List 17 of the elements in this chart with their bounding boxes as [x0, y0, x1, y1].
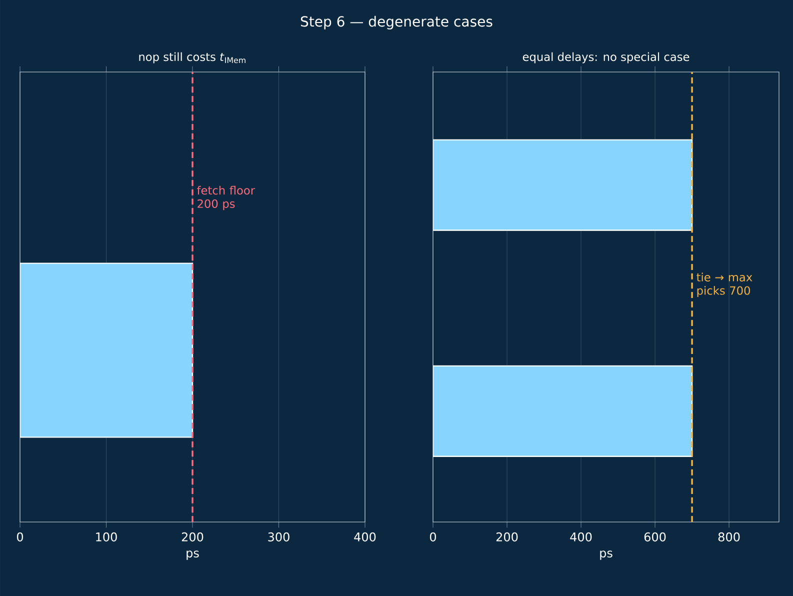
x-tick-label: 600	[644, 532, 666, 542]
chart-subtitle: equal delays: no special case	[522, 52, 690, 64]
x-tick-label: 200	[182, 532, 204, 542]
ref-line-label: fetch floor 200 ps	[197, 186, 256, 210]
text: Step 6 — degenerate cases	[300, 16, 492, 30]
x-tick-label: 200	[496, 532, 518, 542]
x-tick-label: 0	[16, 532, 24, 542]
x-tick-label: 300	[268, 532, 290, 542]
x-axis-title: ps	[600, 550, 612, 560]
x-tick-label: 800	[718, 532, 740, 542]
x-axis-title: ps	[186, 550, 199, 560]
chart-subtitle: nop still costs t$_{IMem}$	[139, 52, 246, 64]
x-tick-label: 400	[570, 532, 592, 542]
x-tick-label: 100	[96, 532, 117, 542]
x-tick-label: 0	[430, 532, 436, 542]
ref-line-label: tie → max picks 700	[696, 272, 752, 297]
x-tick-label: 400	[354, 532, 376, 542]
